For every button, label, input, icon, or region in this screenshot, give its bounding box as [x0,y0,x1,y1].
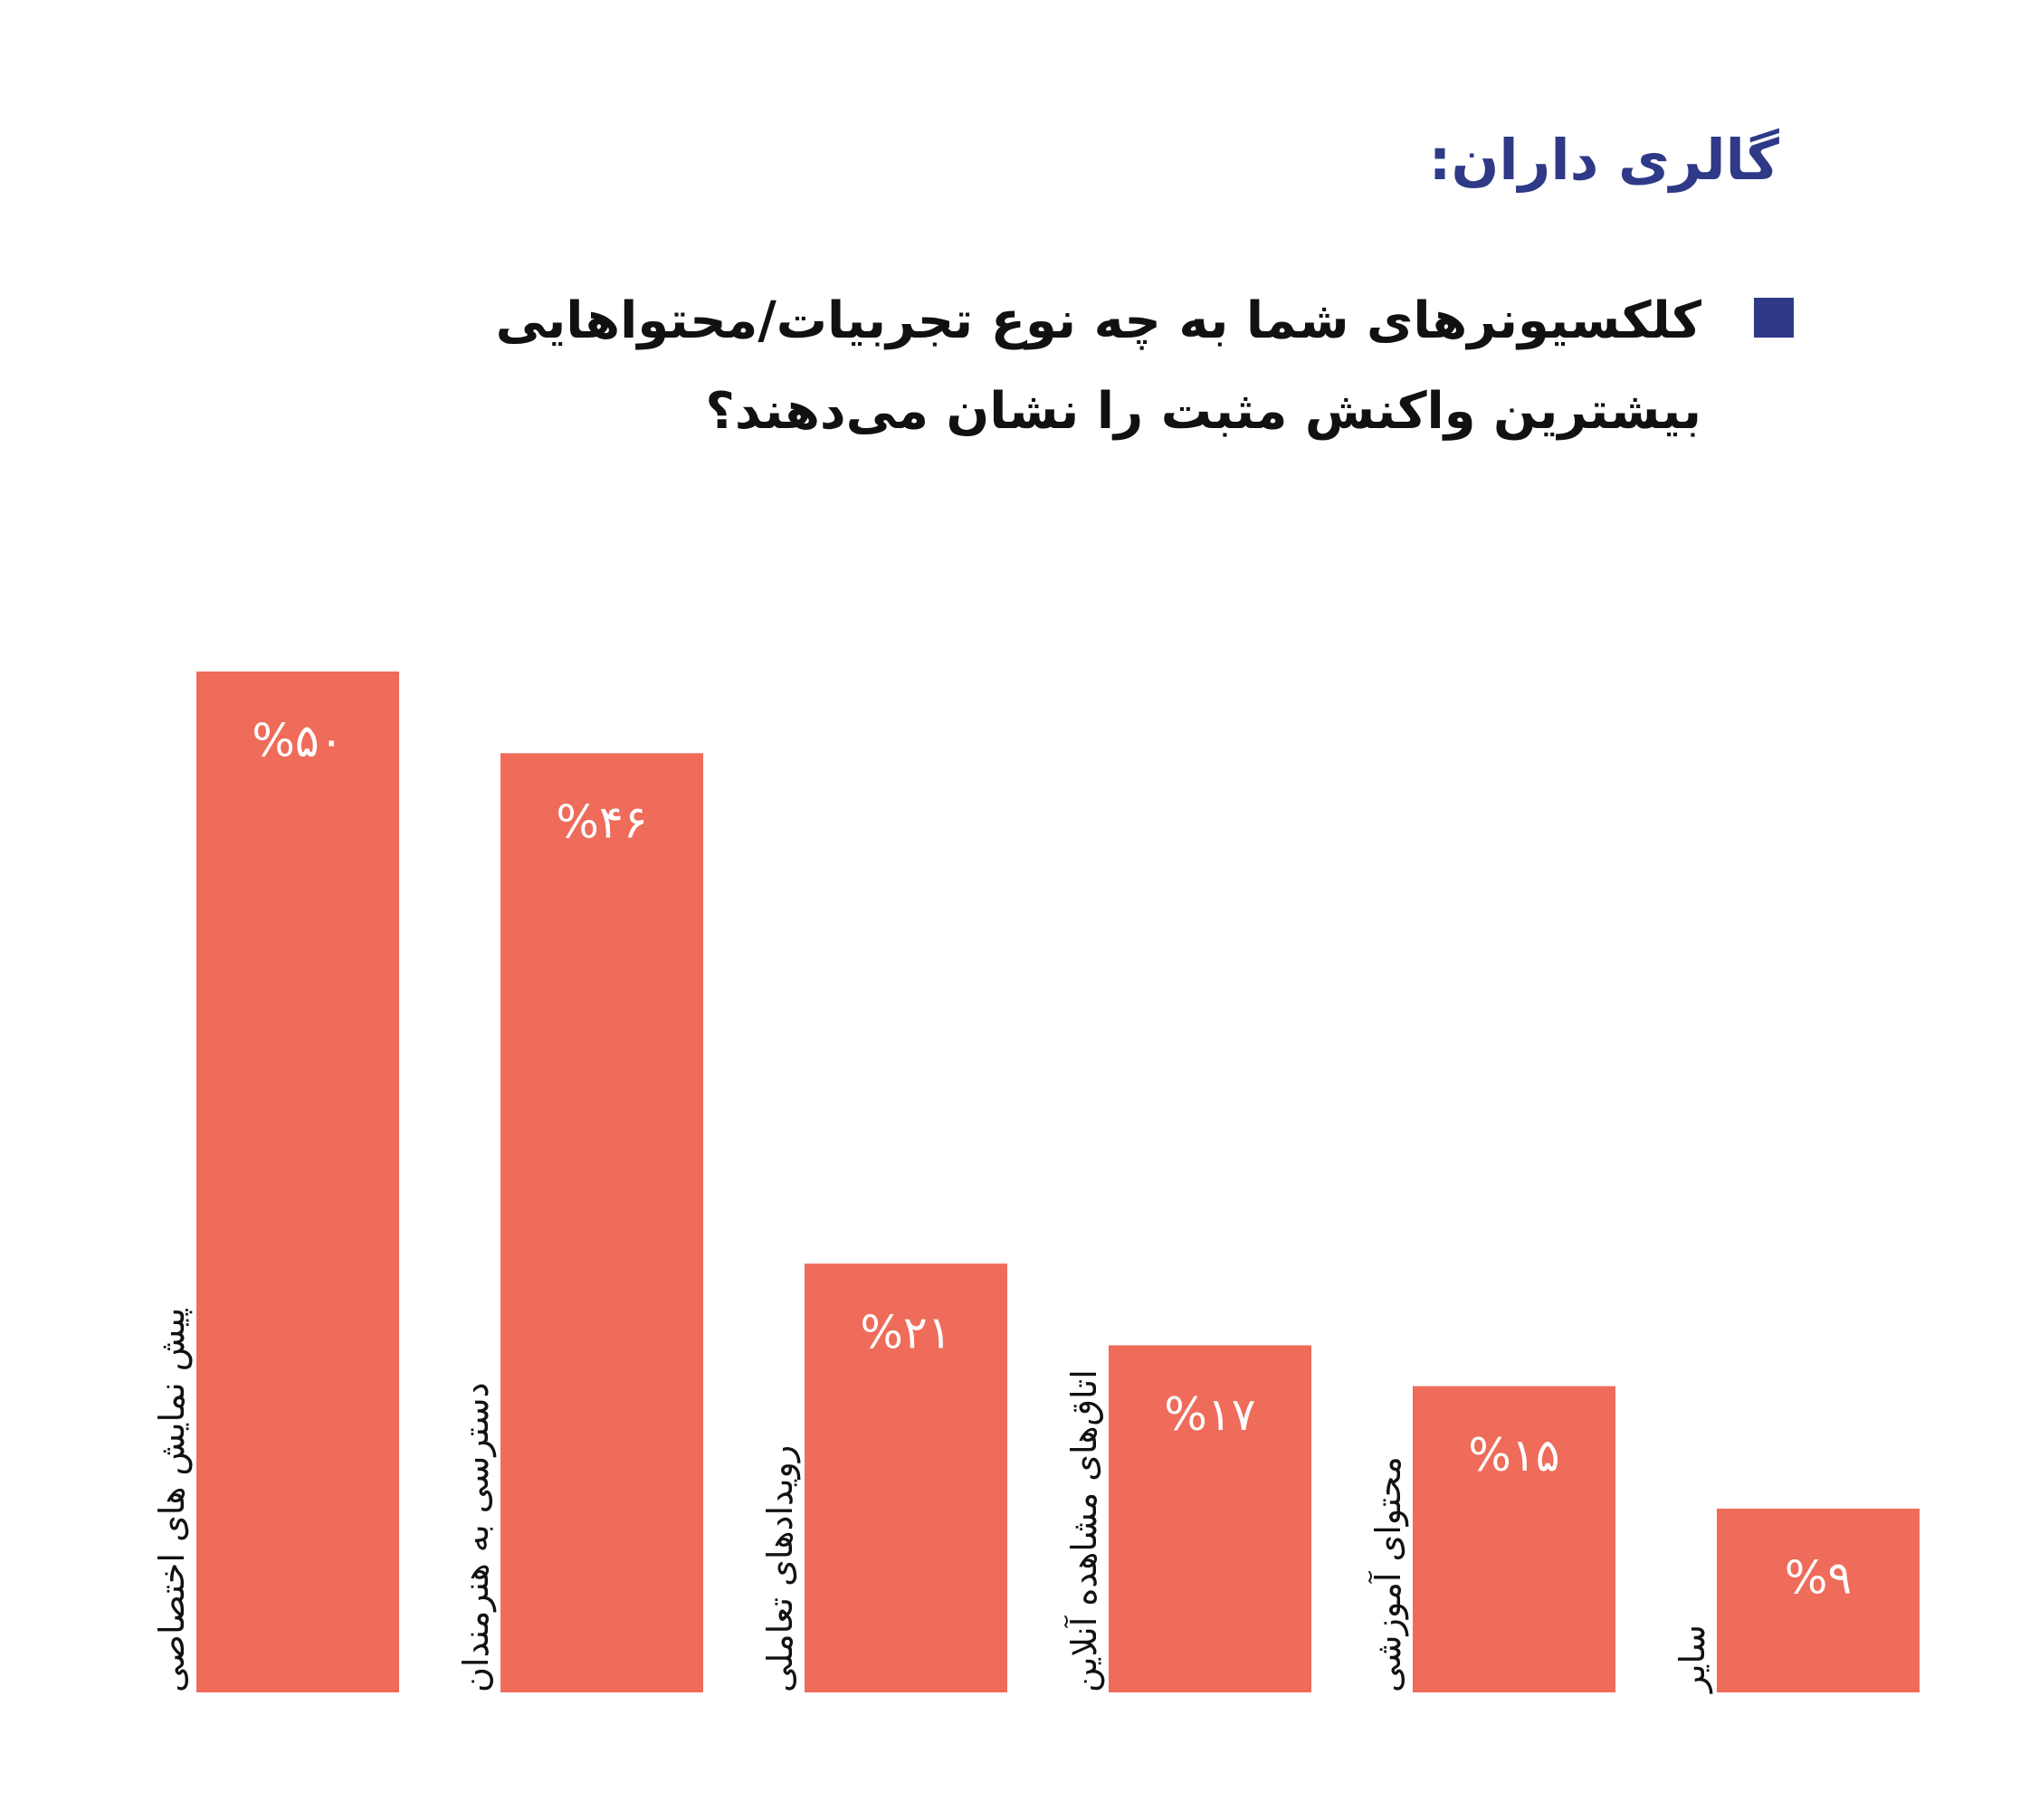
x-tick-label: رویدادهای تعاملی [760,1445,801,1692]
bar [805,1263,1007,1692]
value-label: %۹ [1785,1551,1852,1604]
x-tick-label: اتاق‌های مشاهده آنلاین [1063,1369,1105,1692]
value-label: %۵۰ [252,715,343,767]
value-label: %۱۵ [1468,1429,1559,1482]
value-label: %۱۷ [1164,1388,1255,1441]
value-label: %۴۶ [556,796,647,849]
x-tick-label: محتوای آموزشی [1367,1456,1409,1692]
title-marker [1754,298,1794,338]
chart-title: گالری داران: [1428,127,1779,193]
bar [500,753,703,1692]
value-label: %۲۱ [860,1307,951,1359]
bar [1413,1386,1615,1692]
bar [1109,1345,1311,1692]
chart-subtitle: کلکسیونرهای شما به چه نوع تجربیات/محتواه… [495,291,1701,441]
bar [196,672,399,1692]
x-tick-label: دسترسی به هنرمندان [456,1382,497,1692]
x-tick-label: سایر [1672,1625,1713,1694]
bar [1717,1508,1920,1692]
x-tick-label: پیش نمایش های اختصاصی [152,1308,192,1692]
